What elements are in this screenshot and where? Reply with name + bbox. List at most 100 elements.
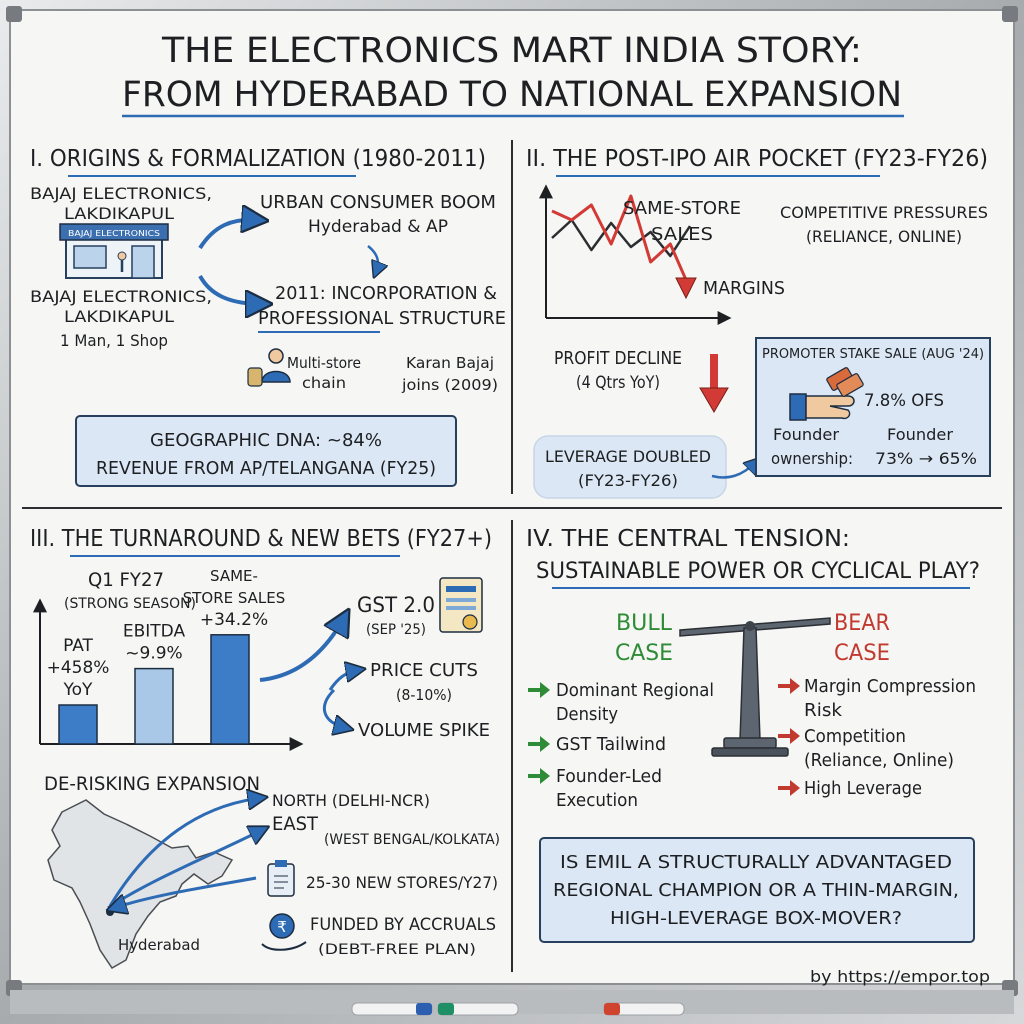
karan-line-2: joins (2009) — [401, 376, 498, 394]
series-line-margins — [551, 194, 692, 290]
shop-sign: BAJAJ ELECTRONICS — [68, 229, 160, 238]
arrow-to-boom — [198, 220, 258, 250]
hyderabad-label: Hyderabad — [118, 936, 200, 954]
incorporation-line-1: 2011: INCORPORATION & — [275, 283, 497, 304]
bar-label-3-line-2: STORE SALES — [183, 589, 286, 607]
profit-line-2: (4 Qtrs YoY) — [576, 373, 660, 393]
gst-title: GST 2.0 — [357, 593, 435, 617]
question-line-2: REGIONAL CHAMPION OR A THIN-MARGIN, — [553, 880, 959, 901]
multistore-line-2: chain — [302, 374, 346, 392]
bull-case-line-1: BULL — [616, 611, 673, 636]
east-sublabel: (WEST BENGAL/KOLKATA) — [324, 832, 500, 848]
founder-b-line-2: 73% → 65% — [875, 449, 977, 468]
chart-label-sales: SALES — [651, 224, 713, 245]
incorporation-line-2: PROFESSIONAL STRUCTURE — [258, 308, 506, 329]
arrow-to-incorporation — [198, 274, 262, 304]
funded-line-1: FUNDED BY ACCRUALS — [310, 915, 496, 935]
new-stores: 25-30 NEW STORES/Y27) — [306, 873, 498, 892]
question-line-3: HIGH-LEVERAGE BOX-MOVER? — [610, 908, 902, 929]
balance-scale-icon — [679, 617, 831, 757]
bull-case-line-2: CASE — [615, 641, 673, 666]
bar-1 — [58, 704, 98, 745]
bull-case-list: Dominant Regional Density GST Tailwind F… — [528, 680, 714, 811]
hand-money-icon — [789, 367, 864, 421]
profit-decline-arrow — [699, 354, 729, 413]
geographic-dna-box — [75, 415, 457, 487]
shop-name-line-2: LAKDIKAPUL — [64, 204, 174, 223]
bear-arrow-icon — [778, 678, 800, 694]
shop-desc-line-1: BAJAJ ELECTRONICS, — [30, 287, 212, 306]
gst-document-icon — [439, 577, 483, 633]
bear-item-2-line-1: Competition — [804, 726, 906, 747]
shop-desc-line-3: 1 Man, 1 Shop — [60, 331, 168, 350]
karan-line-1: Karan Bajaj — [406, 354, 494, 372]
ofs-value: 7.8% OFS — [864, 391, 944, 411]
bull-item-1-line-2: Density — [556, 704, 618, 725]
marker-blue[interactable] — [351, 1002, 433, 1016]
bull-item-3-line-2: Execution — [556, 790, 638, 811]
bull-arrow-icon — [528, 682, 550, 698]
arrow-boom-down — [367, 245, 378, 272]
chart-label-margins: MARGINS — [703, 278, 785, 299]
bear-item-2-line-2: (Reliance, Online) — [804, 750, 954, 771]
gst-date: (SEP '25) — [366, 622, 426, 638]
marker-green[interactable] — [437, 1002, 519, 1016]
volume-spike: VOLUME SPIKE — [358, 720, 490, 741]
bull-arrow-icon — [528, 736, 550, 752]
leverage-box — [533, 435, 727, 499]
bar-label-3-line-3: +34.2% — [200, 610, 268, 630]
section-1-heading: I. ORIGINS & FORMALIZATION (1980-2011) — [30, 146, 486, 172]
margins-arrowhead — [675, 277, 697, 300]
arrow-to-gst — [259, 618, 344, 682]
bar-label-2-line-2: ~9.9% — [125, 644, 182, 664]
multistore-line-1: Multi-store — [287, 354, 361, 372]
series-line-same-store-sales — [551, 218, 692, 258]
bar-label-1-line-3: YoY — [63, 680, 94, 700]
east-label: EAST — [272, 813, 318, 835]
bull-arrow-icon — [528, 768, 550, 784]
derisk-heading: DE-RISKING EXPANSION — [44, 773, 260, 795]
bear-item-1-line-2: Risk — [804, 700, 843, 721]
arrow-to-volume — [322, 688, 346, 728]
promoter-title: PROMOTER STAKE SALE (AUG '24) — [762, 347, 984, 362]
people-icon — [247, 348, 291, 387]
section-3-heading: III. THE TURNAROUND & NEW BETS (FY27+) — [30, 526, 492, 552]
bear-case-line-1: BEAR — [834, 611, 890, 636]
founder-b-line-1: Founder — [887, 425, 953, 444]
credit-link[interactable]: by https://empor.top — [810, 967, 990, 986]
north-label: NORTH (DELHI-NCR) — [272, 791, 430, 810]
bar-2 — [134, 667, 174, 745]
arrow-to-north — [108, 798, 260, 907]
leverage-line-1: LEVERAGE DOUBLED — [545, 447, 711, 466]
section-central-tension: IV. THE CENTRAL TENSION: SUSTAINABLE POW… — [526, 526, 990, 986]
shop-name-line-1: BAJAJ ELECTRONICS, — [30, 184, 212, 203]
bear-item-1-line-1: Margin Compression — [804, 676, 976, 697]
competitive-line-1: COMPETITIVE PRESSURES — [780, 203, 988, 222]
chart-label-same-store: SAME-STORE — [623, 198, 741, 219]
decline-line-chart — [539, 184, 732, 325]
marker-red[interactable] — [603, 1002, 685, 1016]
rupee-symbol: ₹ — [277, 918, 287, 936]
boom-title: URBAN CONSUMER BOOM — [260, 192, 496, 213]
section-4-heading-line-2: SUSTAINABLE POWER OR CYCLICAL PLAY? — [536, 559, 980, 584]
question-box — [539, 837, 975, 943]
price-cuts-value: (8-10%) — [396, 686, 452, 704]
page-title: THE ELECTRONICS MART INDIA STORY: FROM H… — [122, 31, 904, 118]
question-line-1: IS EMIL A STRUCTURALLY ADVANTAGED — [560, 852, 952, 873]
quarter-label: Q1 FY27 — [88, 569, 164, 591]
bar-label-1-line-1: PAT — [63, 636, 93, 656]
clipboard-icon — [267, 860, 295, 897]
section-4-heading-line-1: IV. THE CENTRAL TENSION: — [526, 526, 850, 552]
quarter-sublabel: (STRONG SEASON) — [64, 596, 196, 612]
profit-line-1: PROFIT DECLINE — [554, 348, 682, 369]
bar-3 — [210, 634, 250, 745]
bear-arrow-icon — [778, 728, 800, 744]
founder-a-line-2: ownership: — [771, 449, 853, 468]
dna-line-1: GEOGRAPHIC DNA: ~84% — [150, 430, 382, 451]
dna-line-2: REVENUE FROM AP/TELANGANA (FY25) — [96, 458, 436, 479]
rupee-coin-icon: ₹ — [261, 913, 307, 951]
bear-arrow-icon — [778, 780, 800, 796]
title-line-2: FROM HYDERABAD TO NATIONAL EXPANSION — [122, 75, 902, 115]
arrow-leverage-to-promoter — [711, 462, 756, 479]
competitive-line-2: (RELIANCE, ONLINE) — [806, 227, 962, 246]
